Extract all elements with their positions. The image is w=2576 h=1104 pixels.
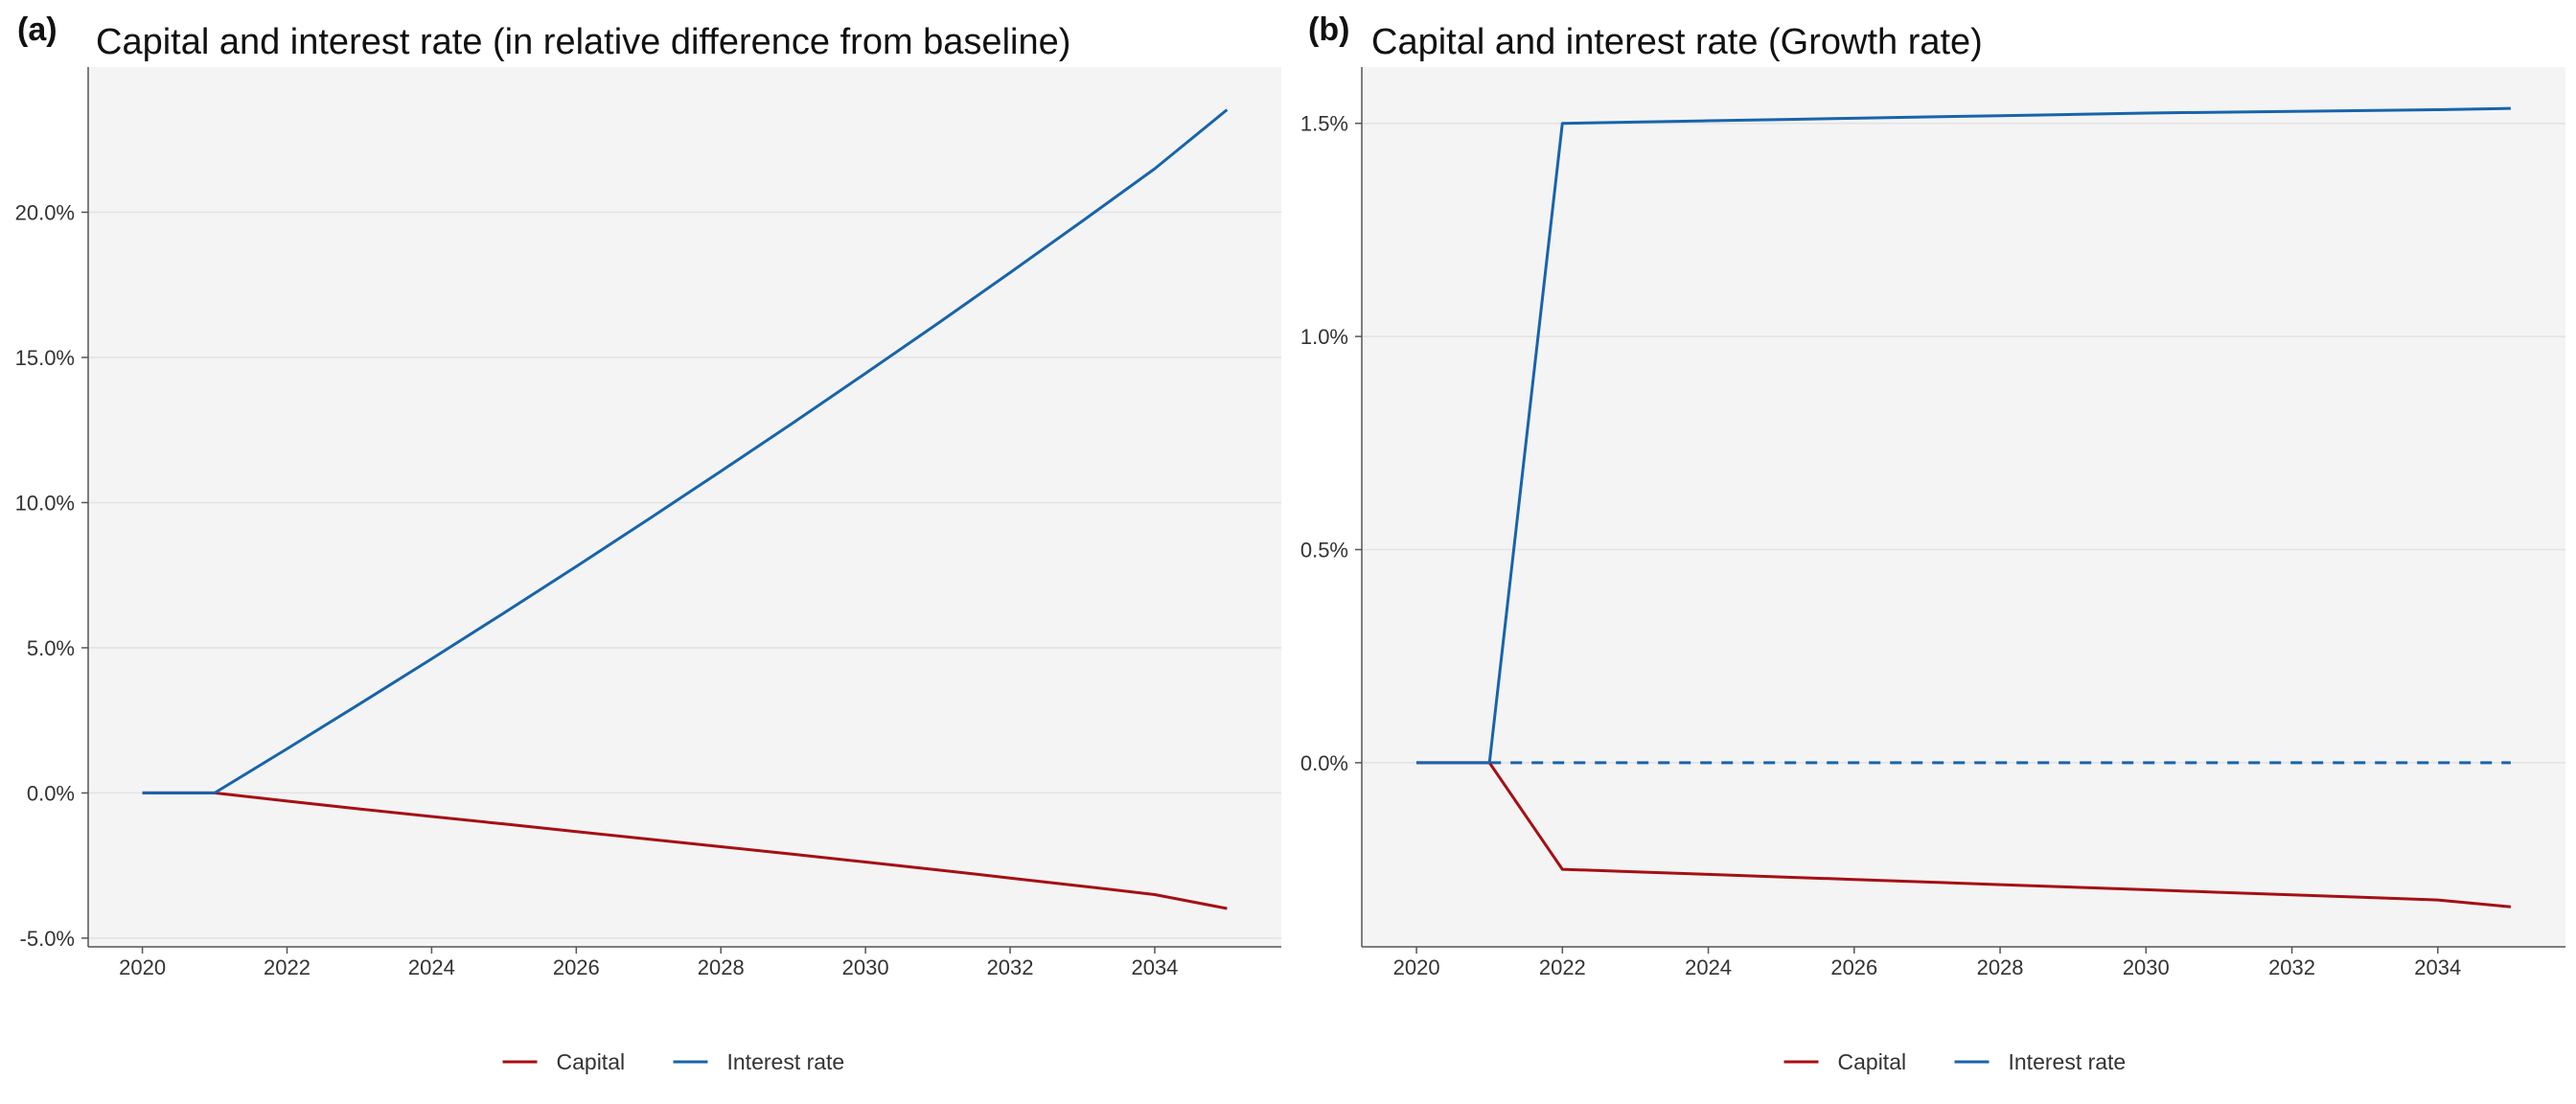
series-line-interest-rate — [1416, 106, 2511, 765]
plot-area — [1362, 67, 2565, 947]
y-tick-label: 0.0% — [27, 781, 75, 805]
panel-label: (b) — [1308, 12, 1349, 48]
x-tick-label: 2024 — [1685, 955, 1732, 979]
chart-panel-b: 0.0% 0.5% 1.0% 1.5% 2020 2022 2024 2026 2028 2030… — [1300, 12, 2565, 1074]
x-tick-label: 2028 — [698, 955, 745, 979]
y-tick-label: 0.5% — [1300, 538, 1348, 562]
x-tick-label: 2026 — [553, 955, 600, 979]
legend: Capital Interest rate — [502, 1049, 845, 1074]
legend-label-interest-rate: Interest rate — [727, 1049, 845, 1074]
series-line-capital — [142, 791, 1228, 910]
series-line-interest-rate — [142, 108, 1229, 794]
x-tick-label: 2020 — [119, 955, 166, 979]
chart-panel-a: -5.0% 0.0% 5.0% 10.0% 15.0% 20.0% 2020 2022 2024… — [15, 12, 1281, 1074]
x-tick-label: 2022 — [264, 955, 310, 979]
x-tick-label: 2024 — [408, 955, 455, 979]
y-tick-label: 5.0% — [27, 636, 75, 660]
legend: Capital Interest rate — [1783, 1049, 2127, 1074]
y-tick-label: -5.0% — [20, 927, 75, 951]
x-tick-label: 2034 — [1131, 955, 1178, 979]
x-tick-label: 2020 — [1393, 955, 1440, 979]
legend-label-capital: Capital — [1838, 1049, 1907, 1074]
legend-label-interest-rate: Interest rate — [2009, 1049, 2127, 1074]
x-tick-label: 2034 — [2414, 955, 2461, 979]
x-tick-label: 2026 — [1830, 955, 1877, 979]
plot-area — [88, 67, 1281, 947]
panel-label: (a) — [17, 12, 58, 48]
y-tick-label: 10.0% — [15, 491, 75, 515]
x-tick-label: 2028 — [1977, 955, 2024, 979]
chart-title: Capital and interest rate (in relative d… — [96, 22, 1070, 62]
y-tick-label: 1.0% — [1300, 325, 1348, 349]
x-tick-label: 2032 — [987, 955, 1034, 979]
x-tick-label: 2032 — [2268, 955, 2315, 979]
y-tick-label: 0.0% — [1300, 751, 1348, 775]
y-tick-label: 1.5% — [1300, 112, 1348, 136]
x-tick-label: 2022 — [1539, 955, 1586, 979]
legend-label-capital: Capital — [557, 1049, 626, 1074]
x-tick-label: 2030 — [842, 955, 889, 979]
series-line-capital — [1416, 761, 2512, 908]
y-tick-label: 15.0% — [15, 346, 75, 370]
y-tick-label: 20.0% — [15, 200, 75, 224]
chart-title: Capital and interest rate (Growth rate) — [1371, 22, 1983, 62]
x-tick-label: 2030 — [2123, 955, 2170, 979]
